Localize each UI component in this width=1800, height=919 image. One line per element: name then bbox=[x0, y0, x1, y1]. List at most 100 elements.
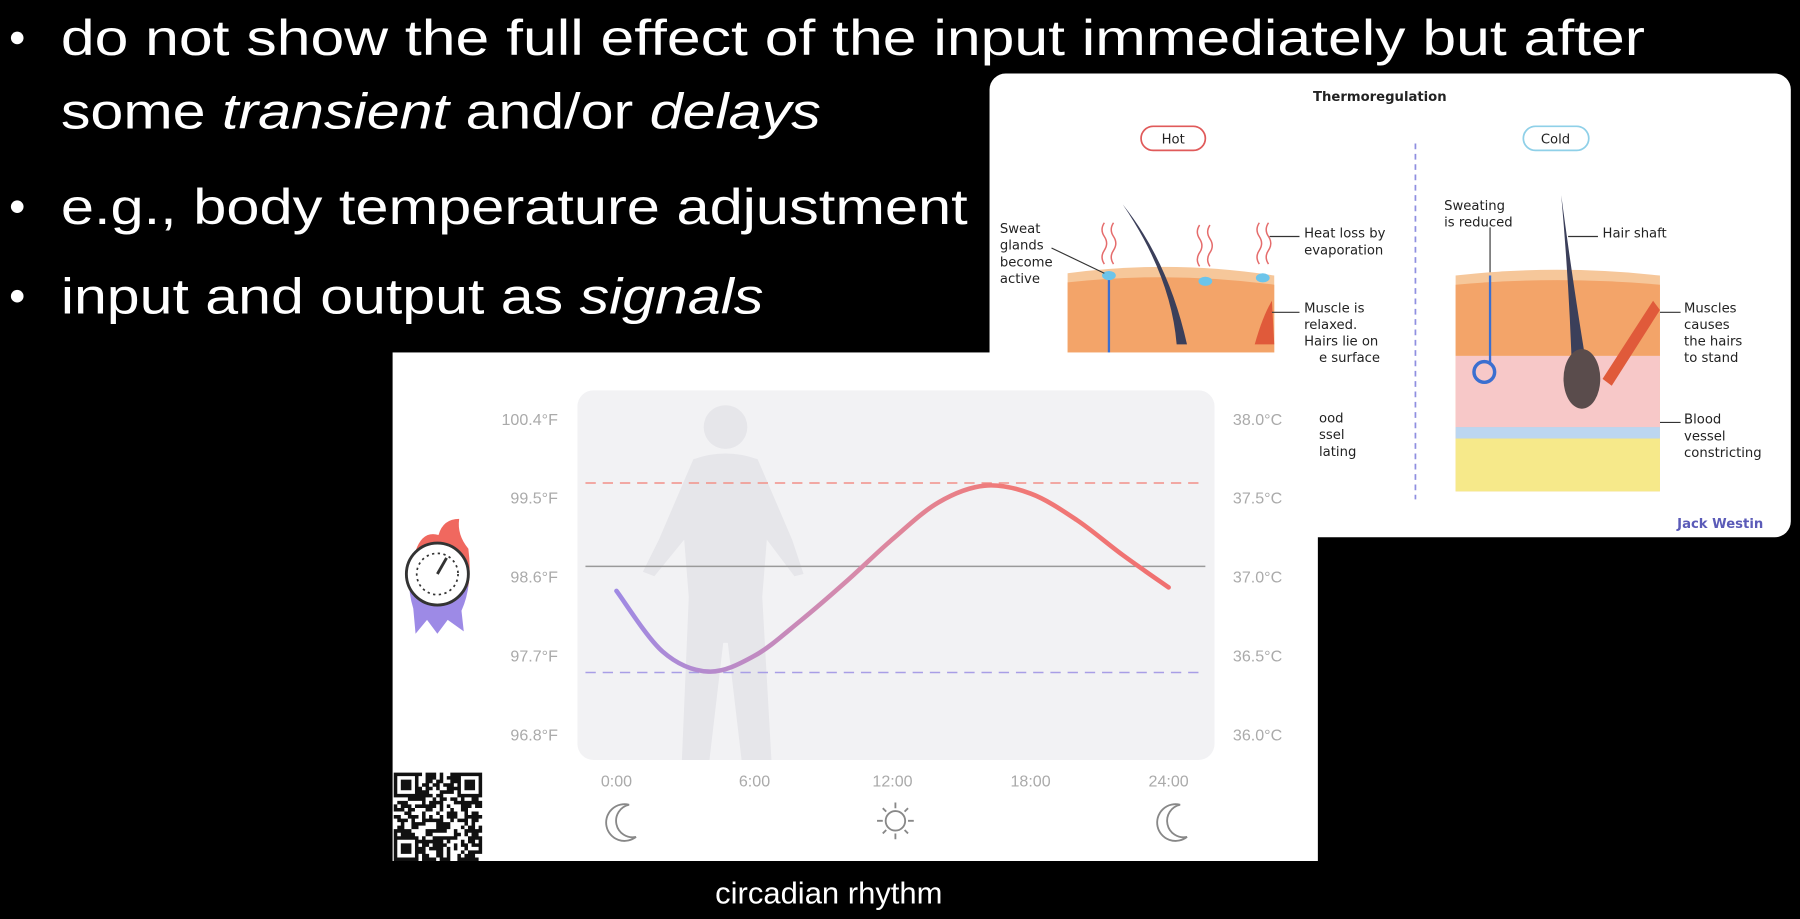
italic-text: transient bbox=[222, 83, 451, 140]
figure-label: vessel bbox=[1684, 429, 1725, 444]
sun-icon bbox=[884, 810, 907, 832]
silhouette-head bbox=[703, 405, 748, 449]
thermometer-icon bbox=[404, 518, 470, 634]
y2-tick-label: 36.0°C bbox=[1233, 726, 1282, 744]
hair bbox=[1561, 195, 1589, 398]
temperature-curve bbox=[614, 483, 1171, 674]
sweat-drop bbox=[1198, 276, 1213, 286]
caption: circadian rhythm bbox=[715, 875, 942, 910]
x-tick-label: 12:00 bbox=[872, 772, 912, 790]
y-tick-label: 97.7°F bbox=[510, 648, 558, 666]
sweat-drop bbox=[1255, 273, 1270, 283]
y-tick-label: 96.8°F bbox=[510, 726, 558, 744]
figure-credit: Jack Westin bbox=[1676, 517, 1763, 532]
hair-follicle bbox=[1563, 349, 1601, 409]
text-span: and/or bbox=[449, 83, 650, 140]
hot-label: Hot bbox=[1162, 133, 1185, 148]
figure-label: causes bbox=[1684, 318, 1730, 333]
qr-code bbox=[393, 772, 483, 861]
gauge-ticks bbox=[415, 552, 459, 596]
heat-wave bbox=[1206, 224, 1213, 267]
figure-label: ood bbox=[1319, 411, 1344, 426]
text-span: do not show the full effect of the input… bbox=[61, 9, 1645, 66]
figure-label: is reduced bbox=[1444, 216, 1512, 231]
y-tick-label: 98.6°F bbox=[510, 569, 558, 587]
figure-label: e surface bbox=[1319, 351, 1380, 366]
moon-icon bbox=[605, 803, 637, 842]
leader-line bbox=[1051, 247, 1105, 274]
gland-coil bbox=[1472, 359, 1497, 385]
qr-modules bbox=[393, 772, 483, 861]
figure-label: Muscles bbox=[1684, 301, 1737, 316]
hair bbox=[1122, 204, 1187, 345]
circadian-figure: 100.4°F 99.5°F 98.6°F 97.7°F 96.8°F 38.0°C 37.… bbox=[392, 352, 1318, 861]
italic-text: delays bbox=[650, 83, 821, 140]
y-tick-label: 99.5°F bbox=[510, 490, 558, 508]
figure-label: Sweat bbox=[1000, 222, 1041, 237]
figure-label: Hair shaft bbox=[1603, 227, 1667, 242]
y-tick-label: 100.4°F bbox=[501, 411, 558, 429]
skin-layer bbox=[1067, 277, 1275, 356]
heat-wave bbox=[1196, 224, 1203, 267]
figure-label: the hairs bbox=[1684, 335, 1742, 350]
figure-label: Sweating bbox=[1444, 199, 1505, 214]
sun-rays bbox=[877, 802, 914, 840]
figure-label: lating bbox=[1319, 445, 1356, 460]
muscle bbox=[1254, 300, 1275, 345]
figure-label: active bbox=[1000, 272, 1040, 287]
figure-label: Heat loss by bbox=[1304, 227, 1386, 242]
bullet-dot bbox=[10, 200, 24, 213]
figure-label: Muscle is bbox=[1304, 301, 1364, 316]
moon-icon bbox=[1156, 803, 1188, 842]
y2-tick-label: 37.0°C bbox=[1233, 569, 1282, 587]
bullet-list: do not show the full effect of the input… bbox=[10, 9, 1645, 324]
heat-wave bbox=[1265, 222, 1272, 265]
fat-layer bbox=[1455, 438, 1660, 492]
figure-label: relaxed. bbox=[1304, 318, 1357, 333]
figure-label: constricting bbox=[1684, 446, 1762, 461]
italic-text: signals bbox=[580, 267, 764, 324]
y2-tick-label: 36.5°C bbox=[1233, 648, 1282, 666]
vessel-layer bbox=[1455, 427, 1660, 439]
bullet-text: some transient and/or delays bbox=[61, 83, 821, 140]
dermis bbox=[1455, 355, 1660, 428]
figure-label: evaporation bbox=[1304, 243, 1383, 258]
heat-wave bbox=[1256, 222, 1263, 265]
muscle bbox=[1602, 300, 1660, 386]
figure-label: glands bbox=[1000, 239, 1044, 254]
y2-tick-label: 37.5°C bbox=[1233, 490, 1282, 508]
sweat-drop bbox=[1102, 270, 1116, 281]
figure-label: become bbox=[1000, 255, 1053, 270]
silhouette-body bbox=[642, 453, 804, 760]
bullet-text: e.g., body temperature adjustment bbox=[61, 178, 968, 235]
text-span: e.g., body temperature adjustment bbox=[61, 178, 968, 235]
x-tick-label: 6:00 bbox=[739, 772, 770, 790]
x-tick-label: 18:00 bbox=[1010, 772, 1050, 790]
silhouette bbox=[642, 405, 804, 760]
bullet-text: do not show the full effect of the input… bbox=[61, 9, 1645, 66]
skin-layer bbox=[1455, 280, 1660, 356]
bullet-dot bbox=[10, 289, 24, 303]
text-span: some bbox=[61, 83, 222, 140]
figure-label: Hairs lie on bbox=[1304, 335, 1378, 350]
bullet-text: input and output as signals bbox=[61, 267, 764, 324]
figure-label: ssel bbox=[1319, 428, 1345, 443]
x-tick-label: 24:00 bbox=[1149, 772, 1189, 790]
cold-label: Cold bbox=[1541, 133, 1570, 148]
heat-waves bbox=[1101, 222, 1272, 267]
cold-pill bbox=[1522, 125, 1590, 152]
figure-label: to stand bbox=[1684, 351, 1738, 366]
hot-pill bbox=[1140, 125, 1207, 152]
time-icons bbox=[605, 802, 1188, 842]
figure-title: Thermoregulation bbox=[1313, 90, 1447, 105]
heat-wave bbox=[1110, 222, 1117, 265]
bullet-dot bbox=[10, 31, 24, 45]
text-span: input and output as bbox=[61, 267, 580, 324]
x-tick-label: 0:00 bbox=[601, 772, 632, 790]
gauge-needle bbox=[436, 557, 448, 575]
y2-tick-label: 38.0°C bbox=[1233, 411, 1282, 429]
